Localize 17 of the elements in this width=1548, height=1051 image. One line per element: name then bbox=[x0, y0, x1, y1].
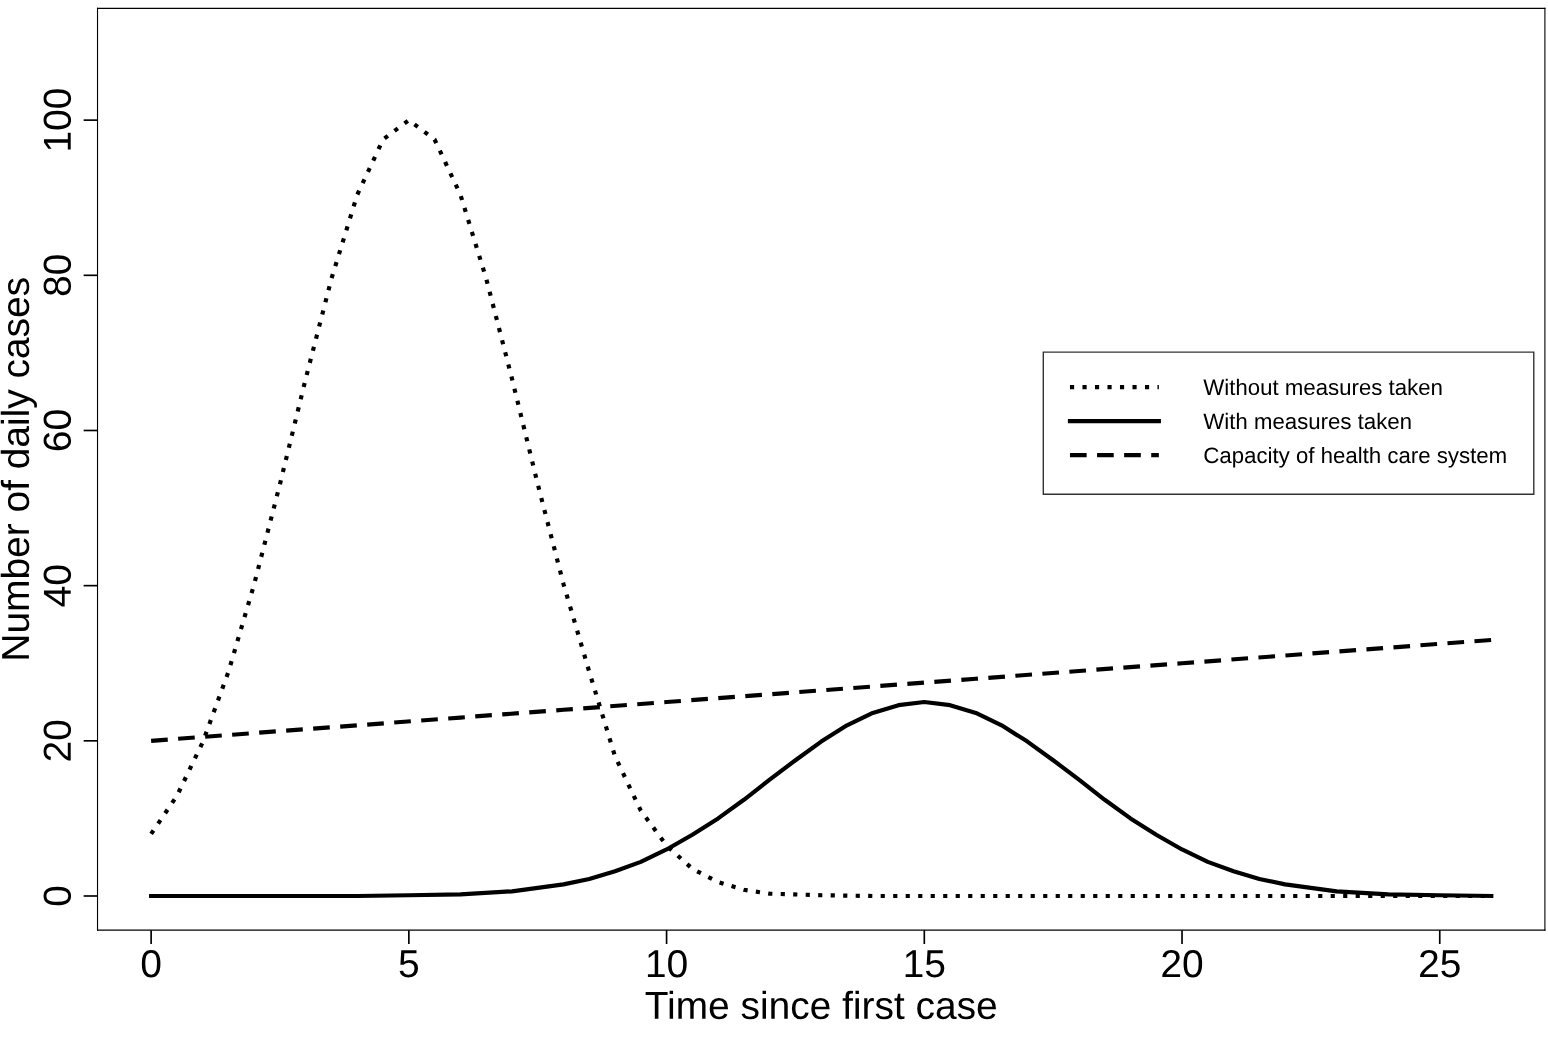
y-tick-label: 100 bbox=[43, 89, 72, 150]
legend-label: Capacity of health care system bbox=[1204, 446, 1506, 468]
x-tick-label: 5 bbox=[399, 950, 419, 978]
x-tick-label: 10 bbox=[647, 949, 687, 978]
x-tick-label: 20 bbox=[1162, 949, 1203, 978]
x-axis-title: Time since first case bbox=[645, 990, 996, 1020]
x-tick-label: 0 bbox=[141, 949, 161, 978]
y-tick-label: 80 bbox=[43, 255, 72, 296]
legend-label: With measures taken bbox=[1203, 412, 1411, 430]
y-tick-label: 60 bbox=[43, 410, 72, 451]
x-tick-label: 15 bbox=[905, 950, 945, 978]
x-tick-label: 25 bbox=[1420, 949, 1460, 978]
y-axis-title: Number of daily cases bbox=[0, 278, 37, 659]
legend-label: Without measures taken bbox=[1203, 378, 1442, 396]
y-tick-label: 20 bbox=[43, 720, 72, 761]
y-tick-label: 40 bbox=[43, 565, 72, 607]
y-tick-label: 0 bbox=[43, 886, 72, 906]
